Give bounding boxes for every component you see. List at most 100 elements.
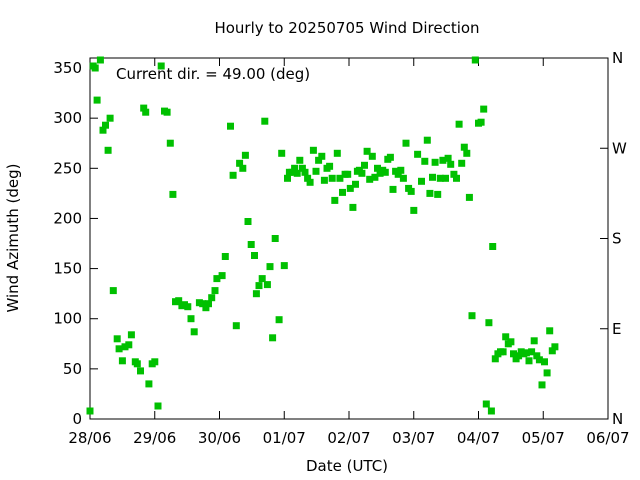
- data-point: [546, 327, 554, 335]
- right-compass-axis: N E S W N: [600, 49, 627, 428]
- data-point: [447, 160, 455, 168]
- data-point: [96, 56, 104, 64]
- data-point: [368, 152, 376, 160]
- y-tick-label: 300: [53, 109, 82, 127]
- data-point: [175, 297, 183, 305]
- data-point: [255, 282, 263, 290]
- data-point: [485, 319, 493, 327]
- data-point: [227, 122, 234, 130]
- data-point: [266, 263, 274, 271]
- data-point: [402, 139, 410, 147]
- data-point: [278, 149, 286, 157]
- data-point: [530, 337, 538, 345]
- data-point: [118, 357, 126, 365]
- data-point: [113, 335, 121, 343]
- data-point: [436, 174, 444, 182]
- data-point: [434, 190, 442, 198]
- data-point: [157, 62, 165, 70]
- data-point: [261, 117, 269, 125]
- data-point: [366, 175, 374, 183]
- chart-title: Hourly to 20250705 Wind Direction: [214, 19, 479, 37]
- data-point: [482, 400, 490, 408]
- data-point: [247, 241, 255, 248]
- y-tick-label: 0: [72, 410, 82, 428]
- x-tick-label: 03/07: [392, 429, 435, 447]
- data-point: [541, 358, 548, 366]
- data-point: [502, 333, 510, 341]
- data-point: [127, 331, 135, 339]
- y-tick-label: 100: [53, 310, 82, 328]
- data-point: [460, 143, 468, 151]
- data-point: [251, 252, 258, 259]
- data-points: [86, 56, 559, 415]
- data-point: [102, 121, 109, 129]
- data-point: [109, 287, 117, 295]
- data-point: [410, 206, 418, 214]
- data-point: [258, 275, 266, 283]
- data-point: [349, 203, 357, 211]
- data-point: [284, 174, 291, 182]
- data-point: [394, 170, 402, 178]
- data-point: [86, 407, 94, 415]
- x-axis: 28/06 29/06 30/06 01/07 02/07 03/07 04/07 05/07…: [68, 58, 630, 447]
- x-tick-label: 30/06: [198, 429, 241, 447]
- data-point: [453, 174, 460, 182]
- data-point: [202, 304, 210, 312]
- data-point: [91, 64, 99, 72]
- data-point: [363, 147, 371, 155]
- x-tick-label: 02/07: [327, 429, 370, 447]
- data-point: [320, 176, 328, 184]
- data-point: [336, 174, 344, 182]
- compass-label: N: [612, 49, 623, 67]
- y-axis-title: Wind Azimuth (deg): [4, 163, 22, 312]
- data-point: [252, 290, 260, 298]
- data-point: [480, 105, 488, 113]
- data-point: [309, 146, 317, 154]
- data-point: [275, 316, 283, 324]
- data-point: [525, 357, 533, 365]
- data-point: [169, 190, 177, 198]
- data-point: [465, 193, 473, 201]
- data-point: [318, 152, 326, 160]
- data-point: [328, 174, 336, 182]
- data-point: [269, 334, 277, 342]
- data-point: [106, 114, 114, 122]
- data-point: [298, 164, 306, 172]
- data-point: [431, 158, 439, 166]
- data-point: [346, 184, 354, 192]
- data-point: [399, 174, 407, 182]
- data-point: [125, 341, 133, 349]
- data-point: [296, 156, 304, 164]
- data-point: [236, 159, 244, 167]
- data-point: [154, 402, 162, 410]
- data-point: [99, 126, 107, 134]
- data-point: [339, 188, 346, 196]
- data-point: [229, 171, 237, 179]
- data-point: [458, 159, 466, 167]
- data-point: [280, 262, 288, 270]
- data-point: [407, 187, 415, 195]
- data-point: [522, 349, 530, 357]
- data-point: [491, 355, 499, 363]
- data-point: [444, 154, 452, 162]
- compass-label: W: [612, 139, 627, 157]
- data-point: [208, 294, 216, 302]
- x-tick-label: 05/07: [522, 429, 565, 447]
- data-point: [312, 167, 320, 175]
- data-point: [218, 272, 226, 280]
- data-point: [344, 170, 352, 178]
- data-point: [389, 185, 397, 193]
- data-point: [315, 156, 323, 164]
- data-point: [515, 352, 523, 360]
- data-point: [371, 173, 379, 181]
- data-point: [121, 343, 129, 351]
- y-tick-label: 250: [53, 159, 82, 177]
- data-point: [263, 281, 271, 289]
- data-point: [548, 347, 556, 355]
- data-point: [211, 287, 219, 295]
- data-point: [241, 151, 249, 159]
- data-point: [166, 139, 174, 147]
- data-point: [239, 164, 247, 172]
- data-point: [221, 253, 229, 260]
- data-point: [414, 150, 422, 158]
